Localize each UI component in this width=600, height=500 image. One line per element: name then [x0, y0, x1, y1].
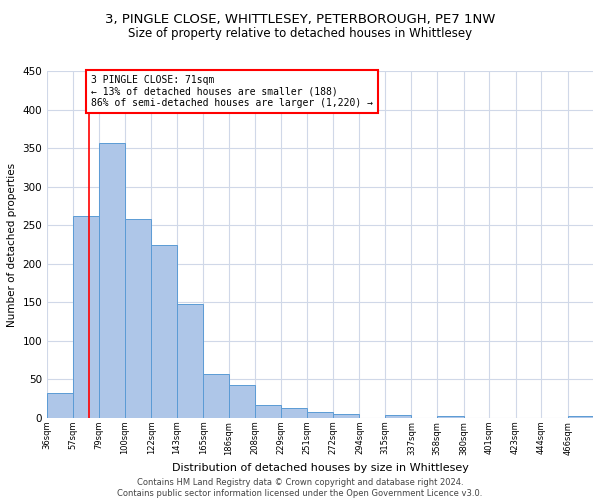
Bar	[437, 416, 464, 418]
Bar	[256, 405, 281, 418]
Bar	[176, 304, 203, 418]
Bar	[281, 408, 307, 418]
Bar	[385, 415, 412, 418]
Y-axis label: Number of detached properties: Number of detached properties	[7, 162, 17, 326]
X-axis label: Distribution of detached houses by size in Whittlesey: Distribution of detached houses by size …	[172, 463, 469, 473]
Bar	[99, 144, 125, 418]
Bar	[151, 245, 176, 418]
Bar	[229, 385, 256, 418]
Bar	[333, 414, 359, 418]
Bar	[125, 219, 151, 418]
Bar	[47, 394, 73, 418]
Bar	[307, 412, 333, 418]
Text: 3, PINGLE CLOSE, WHITTLESEY, PETERBOROUGH, PE7 1NW: 3, PINGLE CLOSE, WHITTLESEY, PETERBOROUG…	[105, 12, 495, 26]
Text: Contains HM Land Registry data © Crown copyright and database right 2024.
Contai: Contains HM Land Registry data © Crown c…	[118, 478, 482, 498]
Text: Size of property relative to detached houses in Whittlesey: Size of property relative to detached ho…	[128, 28, 472, 40]
Bar	[203, 374, 229, 418]
Bar	[568, 416, 593, 418]
Text: 3 PINGLE CLOSE: 71sqm
← 13% of detached houses are smaller (188)
86% of semi-det: 3 PINGLE CLOSE: 71sqm ← 13% of detached …	[91, 75, 373, 108]
Bar	[73, 216, 99, 418]
